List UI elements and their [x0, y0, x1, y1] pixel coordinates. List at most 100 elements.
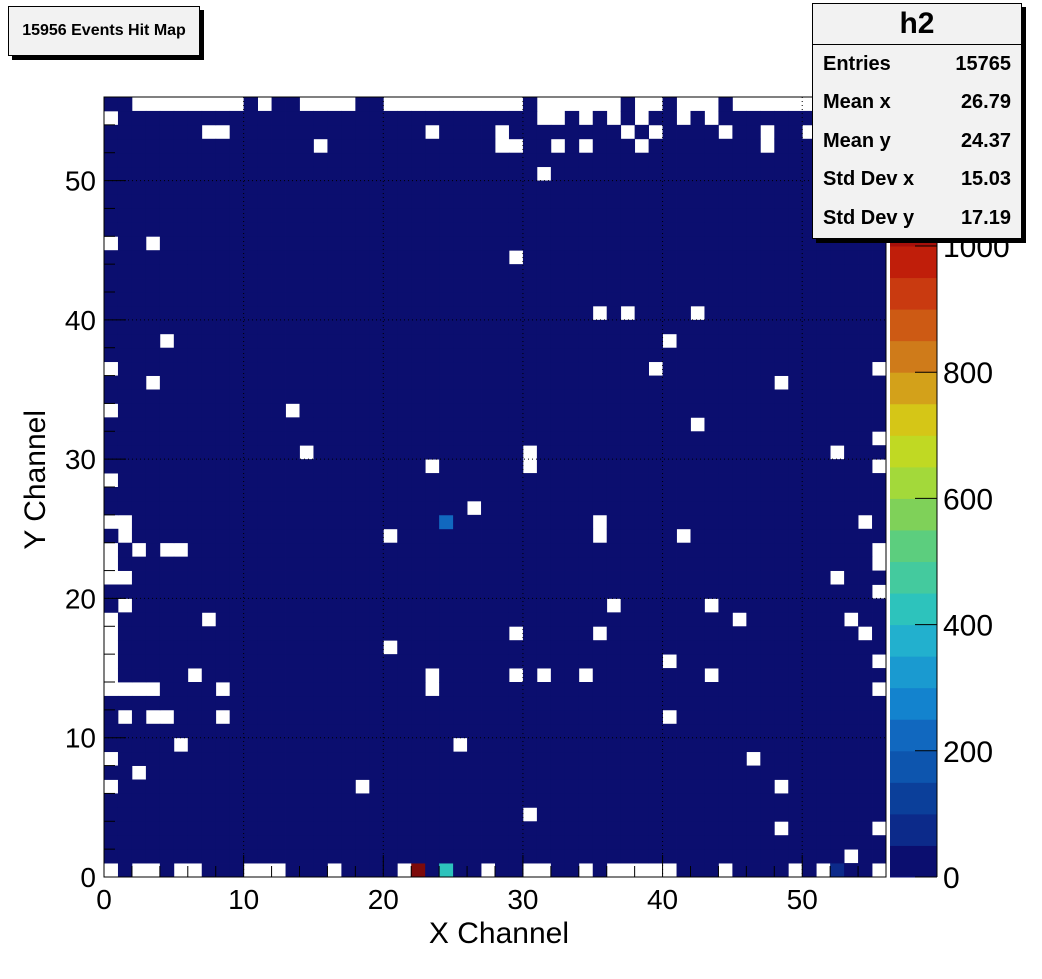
heatmap-cell: [341, 250, 356, 265]
heatmap-cell: [676, 542, 691, 558]
heatmap-cell: [760, 278, 775, 293]
heatmap-cell: [201, 138, 217, 154]
heatmap-cell: [802, 361, 817, 376]
heatmap-cell: [481, 779, 496, 794]
heatmap-cell: [872, 445, 887, 460]
heatmap-cell: [578, 124, 594, 140]
heatmap-cell: [774, 431, 789, 446]
heatmap-cell: [676, 737, 691, 753]
heatmap-cell: [299, 473, 314, 488]
heatmap-cell: [327, 695, 342, 711]
heatmap-cell: [257, 292, 272, 307]
heatmap-cell: [648, 793, 663, 808]
heatmap-cell: [662, 556, 677, 571]
heatmap-cell: [215, 208, 231, 223]
heatmap-cell: [536, 640, 552, 655]
heatmap-cell: [704, 654, 719, 669]
heatmap-cell: [397, 584, 412, 599]
heatmap-cell: [662, 417, 677, 432]
heatmap-cell: [327, 598, 342, 613]
heatmap-cell: [369, 779, 384, 794]
heatmap-cell: [858, 835, 873, 850]
heatmap-cell: [341, 473, 356, 488]
heatmap-cell: [620, 793, 636, 808]
heatmap-cell: [257, 445, 272, 460]
heatmap-cell: [522, 194, 538, 209]
heatmap-cell: [229, 124, 245, 140]
heatmap-cell: [117, 835, 133, 850]
heatmap-cell: [662, 236, 677, 251]
heatmap-cell: [648, 347, 663, 363]
heatmap-cell: [844, 459, 859, 474]
heatmap-cell: [159, 737, 175, 753]
heatmap-cell: [229, 250, 245, 265]
heatmap-cell: [732, 807, 747, 822]
heatmap-cell: [718, 403, 733, 418]
heatmap-cell: [313, 389, 328, 404]
heatmap-cell: [564, 695, 580, 711]
heatmap-cell: [131, 110, 147, 126]
heatmap-cell: [718, 305, 733, 321]
heatmap-cell: [788, 389, 803, 404]
heatmap-cell: [690, 821, 705, 836]
heatmap-cell: [774, 500, 789, 516]
heatmap-cell: [187, 737, 203, 753]
heatmap-cell: [732, 863, 747, 878]
heatmap-cell: [536, 473, 552, 488]
heatmap-cell: [145, 473, 161, 488]
heatmap-cell: [495, 222, 510, 237]
heatmap-cell: [173, 138, 189, 154]
heatmap-cell: [592, 473, 608, 488]
heatmap-cell: [411, 779, 426, 794]
heatmap-cell: [704, 849, 719, 864]
heatmap-cell: [285, 333, 300, 349]
heatmap-cell: [592, 417, 608, 432]
heatmap-cell: [564, 375, 580, 390]
heatmap-cell: [550, 403, 566, 418]
heatmap-cell: [648, 723, 663, 739]
heatmap-cell: [411, 821, 426, 836]
heatmap-cell: [522, 361, 538, 376]
heatmap-cell: [173, 682, 189, 697]
stats-row-std-dev-x: Std Dev x 15.03: [813, 161, 1021, 200]
heatmap-cell: [648, 180, 663, 195]
heatmap-cell: [243, 110, 258, 126]
heatmap-cell: [173, 626, 189, 641]
heatmap-cell: [369, 654, 384, 669]
heatmap-cell: [257, 682, 272, 697]
heatmap-cell: [299, 640, 314, 655]
heatmap-cell: [578, 180, 594, 195]
heatmap-cell: [550, 194, 566, 209]
heatmap-cell: [858, 292, 873, 307]
heatmap-cell: [704, 236, 719, 251]
heatmap-cell: [299, 751, 314, 766]
heatmap-cell: [313, 723, 328, 739]
y-axis-label: Y Channel: [19, 410, 52, 550]
heatmap-cell: [383, 166, 398, 181]
heatmap-cell: [383, 793, 398, 808]
heatmap-cell: [592, 208, 608, 223]
heatmap-cell: [383, 250, 398, 265]
heatmap-cell: [327, 570, 342, 585]
heatmap-cell: [536, 807, 552, 822]
heatmap-cell: [159, 124, 175, 140]
heatmap-cell: [327, 668, 342, 683]
heatmap-cell: [187, 180, 203, 195]
heatmap-cell: [481, 598, 496, 613]
heatmap-cell: [397, 138, 412, 154]
heatmap-cell: [606, 682, 622, 697]
heatmap-cell: [564, 417, 580, 432]
heatmap-cell: [550, 612, 566, 627]
heatmap-cell: [229, 807, 245, 822]
heatmap-cell: [802, 487, 817, 502]
heatmap-cell: [620, 292, 636, 307]
heatmap-cell: [634, 152, 649, 168]
heatmap-cell: [285, 180, 300, 195]
heatmap-cell: [676, 654, 691, 669]
heatmap-cell: [453, 556, 468, 571]
heatmap-cell: [550, 180, 566, 195]
heatmap-cell: [397, 751, 412, 766]
heatmap-cell: [522, 542, 538, 558]
heatmap-cell: [495, 542, 510, 558]
heatmap-cell: [830, 682, 845, 697]
